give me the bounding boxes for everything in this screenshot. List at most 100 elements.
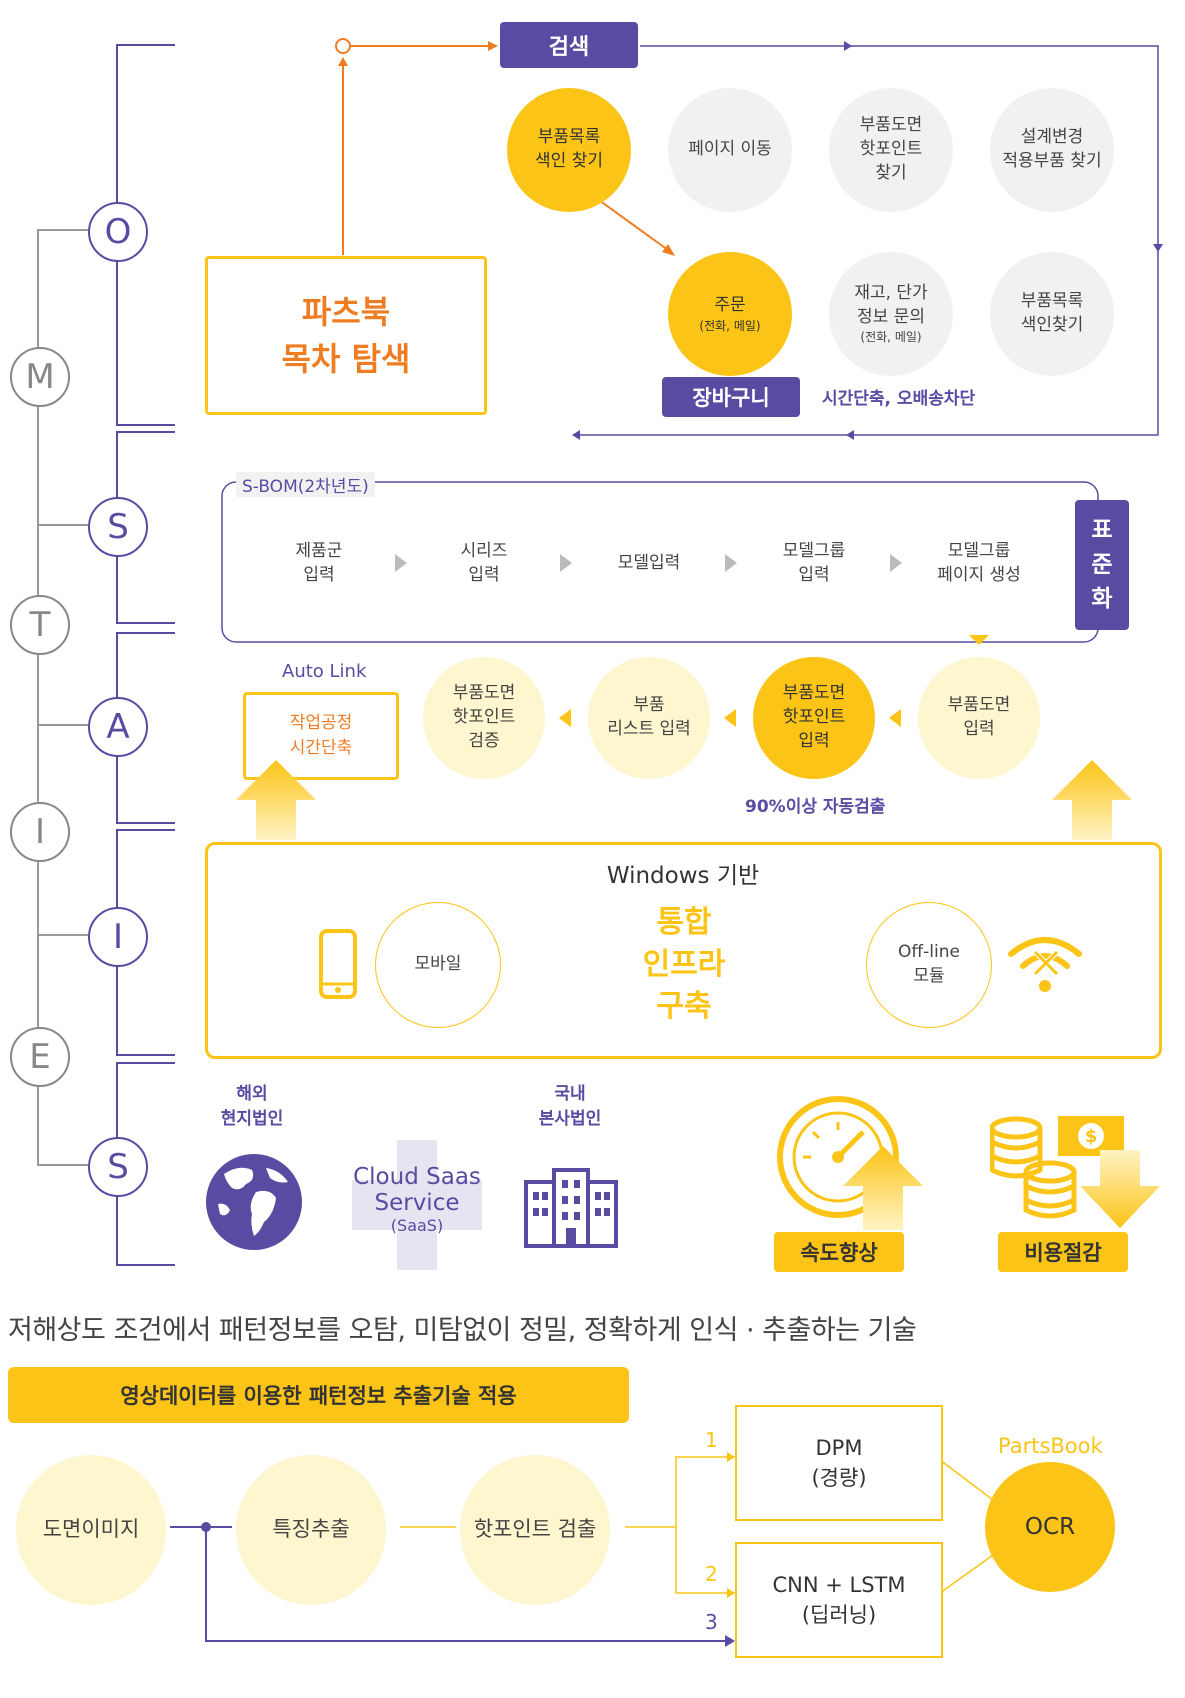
circle-subline: (전화, 메일) — [699, 318, 761, 333]
circle-line: 부품 — [633, 695, 665, 716]
autolink-label: Auto Link — [282, 661, 367, 682]
up-arrow-icon — [1052, 760, 1132, 840]
circle-line: 부품도면 — [947, 695, 1011, 716]
globe-icon — [206, 1154, 302, 1250]
circle-line: OCR — [1024, 1513, 1076, 1540]
circle-line: 특징추출 — [272, 1517, 350, 1542]
mobile-circle: 모바일 — [375, 902, 501, 1028]
circle-line: 부품도면 — [859, 115, 923, 136]
circle-line: 시리즈 — [460, 541, 508, 562]
sbom-step-model: 모델입력 — [588, 503, 710, 625]
letter-t-circle: T — [10, 595, 70, 655]
letter-o-circle: O — [88, 202, 148, 262]
arrow-left-icon — [724, 709, 736, 727]
mobile-phone-icon — [319, 929, 357, 999]
dpm-line: (경량) — [811, 1466, 867, 1490]
standardization-tag: 표 준 화 — [1075, 500, 1129, 630]
inventory-inquiry-circle: 재고, 단가 정보 문의 (전화, 메일) — [829, 252, 953, 376]
arrow-left-icon — [559, 709, 571, 727]
arrow-right-icon — [890, 554, 902, 572]
circle-line: 정보 문의 — [857, 306, 925, 327]
domestic-line: 본사법인 — [538, 1108, 602, 1129]
arrow-left-icon — [889, 709, 901, 727]
circle-line: 입력 — [303, 565, 335, 585]
cost-saving-tag: 비용절감 — [998, 1232, 1128, 1272]
sbom-step-model-group: 모델그룹 입력 — [753, 503, 875, 625]
route-number: 3 — [705, 1610, 718, 1634]
letter-s-circle-2: S — [88, 1137, 148, 1197]
tech-banner: 영상데이터를 이용한 패턴정보 추출기술 적용 — [8, 1367, 629, 1423]
parts-list-input-circle: 부품 리스트 입력 — [588, 657, 710, 779]
sbom-step-series: 시리즈 입력 — [423, 503, 545, 625]
circle-line: 입력 — [468, 565, 500, 585]
infra-title: Windows 기반 — [606, 863, 760, 889]
standard-char: 준 — [1091, 551, 1113, 578]
letter-i-circle-2: I — [88, 907, 148, 967]
ocr-circle: OCR — [985, 1462, 1115, 1592]
circle-line: 모델그룹 — [947, 541, 1011, 562]
cart-note: 시간단축, 오배송차단 — [822, 389, 976, 409]
svg-text:$: $ — [1085, 1126, 1098, 1147]
cnn-lstm-box: CNN + LSTM (딥러닝) — [735, 1542, 943, 1658]
circle-line: 입력 — [798, 565, 830, 585]
auto-detect-note: 90%이상 자동검출 — [745, 797, 886, 817]
circle-line: 모델그룹 — [782, 541, 846, 562]
parts-list-index-circle: 부품목록 색인 찾기 — [507, 88, 631, 212]
order-circle: 주문 (전화, 메일) — [668, 252, 792, 376]
cloud-line: Cloud Saas — [353, 1164, 481, 1190]
circle-line: 색인찾기 — [1020, 315, 1084, 335]
speed-up-tag: 속도향상 — [774, 1232, 904, 1272]
circle-subline: (전화, 메일) — [860, 330, 922, 345]
route-number: 2 — [705, 1562, 718, 1586]
infra-center-line: 통합 — [656, 905, 712, 940]
tech-headline: 저해상도 조건에서 패턴정보를 오탐, 미탐없이 정밀, 정확하게 인식 · 추… — [8, 1315, 917, 1346]
parts-index-find-circle: 부품목록 색인찾기 — [990, 252, 1114, 376]
cloud-saas-label: Cloud Saas Service (SaaS) — [340, 1164, 494, 1235]
hotpoint-detect-circle: 핫포인트 검출 — [460, 1455, 610, 1605]
circle-line: 검증 — [468, 730, 500, 751]
arrow-right-icon — [560, 554, 572, 572]
building-icon — [524, 1168, 618, 1248]
circle-line: 입력 — [963, 719, 995, 739]
standard-char: 표 — [1091, 517, 1113, 544]
standard-char: 화 — [1091, 586, 1113, 613]
infra-center-line: 인프라 — [642, 947, 726, 982]
autolink-line: 시간단축 — [289, 738, 353, 758]
speedometer-icon — [777, 1096, 923, 1230]
cloud-sub: (SaaS) — [390, 1215, 444, 1235]
infra-center-text: 통합 인프라 구축 — [622, 902, 746, 1028]
domestic-label: 국내 본사법인 — [520, 1082, 620, 1131]
hotpoint-input-circle: 부품도면 핫포인트 입력 — [753, 657, 875, 779]
partsbook-label: PartsBook — [998, 1434, 1103, 1458]
cart-tag: 장바구니 — [662, 377, 800, 417]
offline-module-circle: Off-line 모듈 — [866, 902, 992, 1028]
drawing-input-circle: 부품도면 입력 — [918, 657, 1040, 779]
overseas-line: 현지법인 — [220, 1108, 284, 1129]
circle-line: 주문 — [714, 294, 746, 315]
sbom-label: S-BOM(2차년도) — [236, 472, 375, 497]
circle-line: Off-line — [898, 942, 960, 963]
circle-line: 도면이미지 — [42, 1517, 140, 1542]
hotpoint-verify-circle: 부품도면 핫포인트 검증 — [423, 657, 545, 779]
circle-line: 페이지 생성 — [937, 565, 1021, 585]
sbom-step-model-group-page: 모델그룹 페이지 생성 — [918, 503, 1040, 625]
circle-line: 부품목록 — [537, 127, 601, 148]
arrow-right-icon — [725, 554, 737, 572]
circle-line: 재고, 단가 — [854, 282, 928, 303]
circle-line: 모바일 — [414, 954, 462, 975]
drawing-image-circle: 도면이미지 — [16, 1455, 166, 1605]
circle-line: 리스트 입력 — [607, 719, 691, 739]
letter-a-circle: A — [88, 697, 148, 757]
dpm-line: DPM — [815, 1435, 863, 1460]
circle-line: 핫포인트 — [859, 139, 923, 160]
autolink-box: 작업공정 시간단축 — [243, 692, 399, 780]
circle-line: 모듈 — [913, 966, 945, 986]
cnn-line: CNN + LSTM — [772, 1572, 906, 1597]
circle-line: 색인 찾기 — [535, 151, 603, 171]
circle-line: 부품도면 — [452, 683, 516, 704]
overseas-line: 해외 — [236, 1084, 268, 1104]
design-change-circle: 설계변경 적용부품 찾기 — [990, 88, 1114, 212]
page-move-circle: 페이지 이동 — [668, 88, 792, 212]
partsbook-subtitle: 목차 탐색 — [281, 339, 411, 378]
